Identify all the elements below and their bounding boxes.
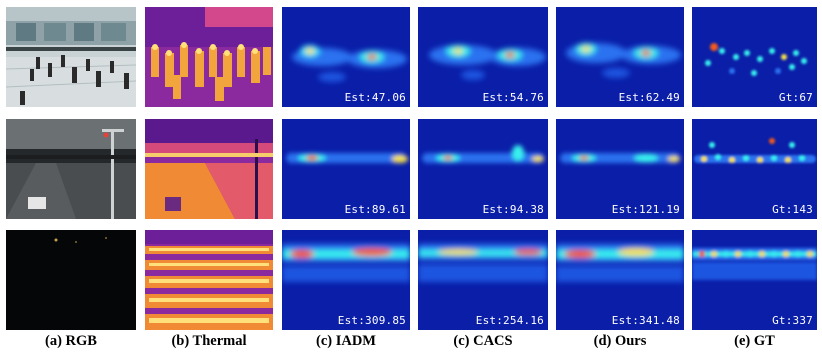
ground-truth-label: Gt:337 — [772, 314, 813, 327]
density-map-gt-row2: Gt:143 — [692, 119, 817, 219]
caption-rgb: (a) RGB — [45, 333, 97, 349]
caption-ours: (d) Ours — [593, 333, 647, 349]
estimate-label: Est:54.76 — [482, 91, 544, 104]
density-map-cacs-row1: Est:54.76 — [418, 7, 548, 107]
density-map-ours-row1: Est:62.49 — [556, 7, 684, 107]
estimate-label: Est:341.48 — [611, 314, 680, 327]
caption-iadm: (c) IADM — [316, 333, 376, 349]
density-map-iadm-row1: Est:47.06 — [282, 7, 410, 107]
rgb-image-row1 — [6, 7, 136, 107]
caption-gt: (e) GT — [734, 333, 775, 349]
estimate-label: Est:62.49 — [618, 91, 680, 104]
caption-cacs: (c) CACS — [453, 333, 513, 349]
rgb-image-row2 — [6, 119, 136, 219]
density-map-ours-row3: Est:341.48 — [556, 230, 684, 330]
estimate-label: Est:254.16 — [475, 314, 544, 327]
ground-truth-label: Gt:143 — [772, 203, 813, 216]
estimate-label: Est:94.38 — [482, 203, 544, 216]
density-map-gt-row1: Gt:67 — [692, 7, 817, 107]
density-map-cacs-row2: Est:94.38 — [418, 119, 548, 219]
estimate-label: Est:89.61 — [344, 203, 406, 216]
caption-thermal: (b) Thermal — [171, 333, 247, 349]
density-map-iadm-row2: Est:89.61 — [282, 119, 410, 219]
density-map-iadm-row3: Est:309.85 — [282, 230, 410, 330]
thermal-image-row3 — [145, 230, 273, 330]
density-map-cacs-row3: Est:254.16 — [418, 230, 548, 330]
estimate-label: Est:121.19 — [611, 203, 680, 216]
thermal-image-row2 — [145, 119, 273, 219]
thermal-image-row1 — [145, 7, 273, 107]
density-map-ours-row2: Est:121.19 — [556, 119, 684, 219]
estimate-label: Est:309.85 — [337, 314, 406, 327]
rgb-image-row3 — [6, 230, 136, 330]
estimate-label: Est:47.06 — [344, 91, 406, 104]
ground-truth-label: Gt:67 — [778, 91, 813, 104]
density-map-gt-row3: Gt:337 — [692, 230, 817, 330]
